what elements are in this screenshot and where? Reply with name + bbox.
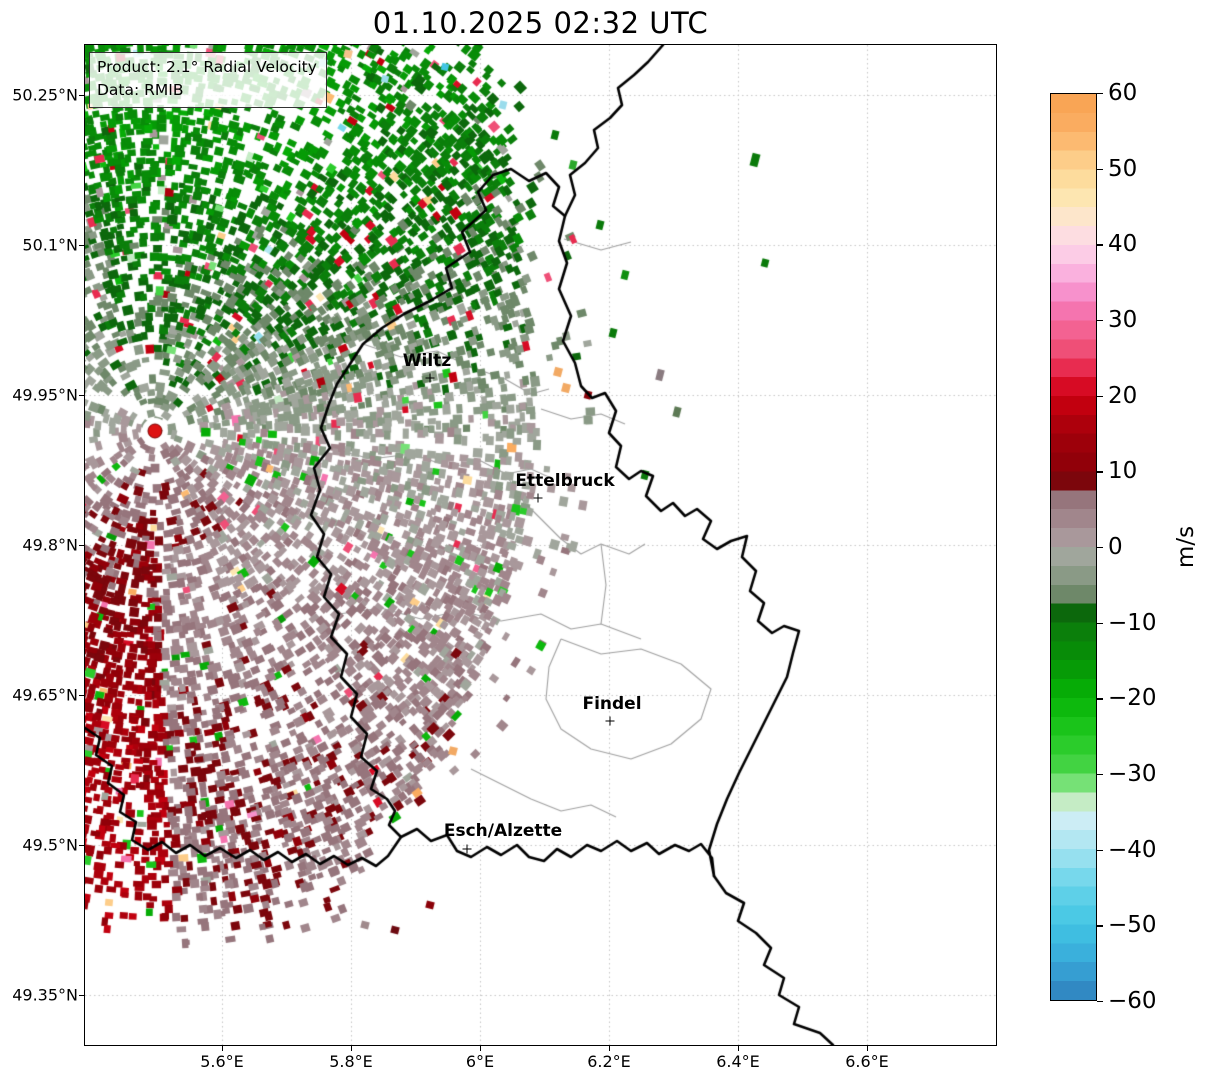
colorbar-tick-mark <box>1097 320 1103 322</box>
y-tick-mark <box>79 845 85 847</box>
y-tick-label: 49.65°N <box>12 685 78 705</box>
colorbar-tick-label: 10 <box>1108 458 1138 485</box>
colorbar-tick-label: −30 <box>1108 761 1157 787</box>
colorbar-tick-label: 60 <box>1108 80 1138 106</box>
x-tick-mark <box>609 1045 611 1051</box>
colorbar-tick-mark <box>1097 1001 1103 1003</box>
colorbar-tick-label: 50 <box>1108 155 1138 182</box>
colorbar-tick-mark <box>1097 93 1103 95</box>
colorbar-tick-label: −40 <box>1108 836 1157 863</box>
colorbar-tick-label: −60 <box>1108 988 1157 1014</box>
city-label-esch-alzette: Esch/Alzette <box>443 821 563 841</box>
y-tick-mark <box>79 245 85 247</box>
colorbar-tick-label: 0 <box>1108 534 1123 560</box>
colorbar-tick-label: 20 <box>1108 382 1138 409</box>
x-tick-mark <box>351 1045 353 1051</box>
product-info-box: Product: 2.1° Radial Velocity Data: RMIB <box>89 52 327 108</box>
city-marker-ettelbruck <box>533 493 543 503</box>
y-tick-label: 49.35°N <box>12 985 78 1005</box>
x-tick-label: 5.6°E <box>200 1052 244 1071</box>
colorbar-tick-mark <box>1097 622 1103 624</box>
y-tick-mark <box>79 95 85 97</box>
colorbar-unit-label: m/s <box>1173 525 1199 569</box>
y-tick-label: 49.8°N <box>22 535 78 555</box>
colorbar-tick-label: −50 <box>1108 912 1157 939</box>
x-tick-mark <box>867 1045 869 1051</box>
x-tick-label: 5.8°E <box>329 1052 373 1071</box>
colorbar-tick-mark <box>1097 395 1103 397</box>
y-tick-label: 50.25°N <box>12 85 78 105</box>
x-tick-mark <box>480 1045 482 1051</box>
map-plot-area: Product: 2.1° Radial Velocity Data: RMIB <box>84 44 997 1046</box>
x-tick-mark <box>738 1045 740 1051</box>
city-label-ettelbruck: Ettelbruck <box>515 471 615 491</box>
colorbar-tick-mark <box>1097 925 1103 927</box>
colorbar-tick-label: −20 <box>1108 685 1157 712</box>
y-tick-mark <box>79 395 85 397</box>
x-tick-label: 6°E <box>465 1052 495 1071</box>
colorbar-tick-mark <box>1097 168 1103 170</box>
y-tick-label: 50.1°N <box>22 235 78 255</box>
y-tick-mark <box>79 545 85 547</box>
city-marker-findel <box>605 716 615 726</box>
data-source-label: Data: RMIB <box>97 81 184 100</box>
y-tick-label: 49.95°N <box>12 385 78 405</box>
city-marker-esch-alzette <box>462 844 472 854</box>
x-tick-label: 6.4°E <box>716 1052 760 1071</box>
colorbar-tick-mark <box>1097 471 1103 473</box>
colorbar-tick-mark <box>1097 547 1103 549</box>
colorbar-tick-mark <box>1097 774 1103 776</box>
x-tick-mark <box>222 1045 224 1051</box>
x-tick-label: 6.2°E <box>587 1052 631 1071</box>
city-marker-wiltz <box>425 373 435 383</box>
colorbar-tick-label: 40 <box>1108 231 1138 258</box>
figure-title: 01.10.2025 02:32 UTC <box>372 6 709 40</box>
radar-echo-canvas <box>85 45 996 1045</box>
velocity-colorbar <box>1050 93 1097 1001</box>
y-tick-mark <box>79 995 85 997</box>
colorbar-tick-mark <box>1097 698 1103 700</box>
colorbar-tick-label: 30 <box>1108 307 1138 333</box>
x-tick-label: 6.6°E <box>845 1052 889 1071</box>
city-label-findel: Findel <box>582 694 642 714</box>
product-label: Product: 2.1° Radial Velocity <box>97 58 317 76</box>
city-label-wiltz: Wiltz <box>402 351 452 371</box>
y-tick-mark <box>79 695 85 697</box>
colorbar-tick-mark <box>1097 849 1103 851</box>
colorbar-tick-mark <box>1097 244 1103 246</box>
colorbar-tick-label: −10 <box>1108 609 1157 636</box>
y-tick-label: 49.5°N <box>22 835 78 855</box>
